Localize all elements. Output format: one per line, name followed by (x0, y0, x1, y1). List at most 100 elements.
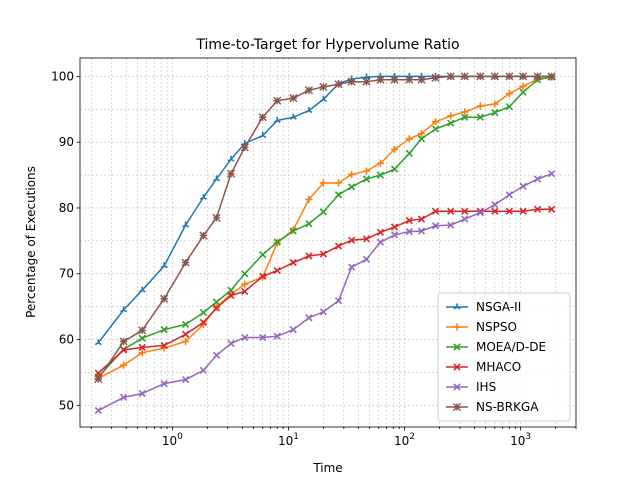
data-point-ns-brkga (490, 72, 499, 81)
data-point-nspso (241, 280, 249, 288)
data-point-nspso (362, 167, 371, 175)
data-point-moea-d-de (447, 119, 455, 127)
data-point-ns-brkga (533, 72, 542, 81)
data-point-mhaco (241, 287, 249, 296)
data-point-moea-d-de (181, 320, 190, 329)
data-point-nspso (431, 118, 440, 126)
data-point-mhaco (305, 252, 313, 260)
legend-label: NSPSO (476, 320, 517, 334)
data-point-ns-brkga (431, 73, 440, 82)
data-point-ns-brkga (505, 72, 514, 81)
data-point-ns-brkga (289, 94, 298, 103)
data-point-nspso (182, 337, 190, 346)
data-point-ihs (447, 221, 455, 229)
data-point-moea-d-de (273, 238, 281, 246)
y-tick-label: 60 (59, 333, 74, 347)
series-group (94, 72, 556, 415)
legend-item-ns-brkga: NS-BRKGA (446, 400, 539, 414)
data-point-ihs (476, 208, 484, 217)
data-point-mhaco (362, 235, 371, 243)
data-point-moea-d-de (160, 326, 168, 334)
data-point-mhaco (533, 205, 542, 213)
data-point-moea-d-de (334, 191, 343, 199)
legend-label: NS-BRKGA (476, 400, 539, 414)
data-point-moea-d-de (405, 149, 413, 157)
data-point-mhaco (138, 343, 146, 352)
legend-marker (453, 323, 461, 331)
data-point-ns-brkga (547, 72, 556, 81)
data-point-nspso (376, 159, 385, 167)
y-tick-label: 90 (59, 135, 74, 149)
data-point-ihs (431, 222, 440, 230)
data-point-nsga-ii (227, 155, 235, 162)
data-point-ns-brkga (334, 80, 343, 89)
data-point-ihs (212, 351, 221, 359)
data-point-mhaco (548, 205, 556, 213)
data-point-ihs (505, 191, 513, 199)
legend-marker (453, 303, 461, 310)
data-point-mhaco (431, 207, 440, 215)
data-point-ns-brkga (417, 75, 426, 84)
data-point-mhaco (334, 242, 343, 250)
data-point-ihs (347, 263, 356, 271)
legend-label: MOEA/D-DE (476, 340, 546, 354)
y-tick-label: 80 (59, 201, 74, 215)
data-point-ns-brkga (199, 231, 208, 240)
data-point-ns-brkga (94, 374, 103, 384)
data-point-mhaco (519, 207, 527, 215)
y-tick-label: 70 (59, 267, 74, 281)
data-point-ihs (181, 376, 190, 384)
data-point-mhaco (376, 228, 385, 236)
data-point-nspso (138, 349, 146, 357)
data-point-mhaco (181, 330, 190, 338)
data-point-ihs (334, 297, 343, 305)
data-point-moea-d-de (289, 227, 297, 235)
data-point-ihs (227, 339, 235, 348)
data-point-ihs (533, 175, 542, 183)
data-point-nspso (120, 361, 128, 369)
data-point-mhaco (212, 304, 221, 312)
x-axis: 100 101 102 103 (90, 427, 577, 448)
plot-frame (79, 57, 577, 428)
data-point-nsga-ii (305, 107, 313, 114)
data-point-mhaco (119, 346, 128, 354)
data-point-moea-d-de (347, 183, 356, 191)
legend: NSGA-II NSPSO MOEA/D-DE MHACO IHS NS-BRKGA (437, 292, 571, 422)
data-point-mhaco (505, 207, 513, 215)
data-point-ihs (461, 215, 469, 223)
data-point-nsga-ii (319, 95, 327, 102)
data-point-ihs (319, 308, 328, 316)
data-point-ns-brkga (240, 143, 249, 152)
data-point-ihs (491, 201, 499, 209)
data-point-nsga-ii (199, 193, 207, 200)
series-ihs (94, 170, 556, 415)
data-point-mhaco (417, 215, 426, 223)
legend-marker (453, 343, 461, 351)
data-point-mhaco (461, 207, 469, 215)
data-point-ihs (405, 228, 413, 236)
data-point-ihs (548, 170, 556, 178)
data-point-ns-brkga (212, 213, 221, 222)
data-point-nsga-ii (289, 113, 297, 120)
data-point-ihs (390, 231, 399, 239)
data-point-nsga-ii (212, 175, 221, 182)
data-point-moea-d-de (461, 113, 469, 121)
data-point-ns-brkga (181, 258, 190, 267)
data-point-moea-d-de (505, 103, 513, 111)
data-point-moea-d-de (305, 220, 313, 228)
data-point-nspso (334, 179, 343, 187)
data-point-ns-brkga (226, 169, 236, 178)
y-tick-label: 100 (51, 69, 74, 83)
x-tick-label: 101 (278, 432, 299, 448)
data-point-moea-d-de (319, 208, 328, 216)
data-point-ns-brkga (273, 96, 282, 105)
legend-item-nspso: NSPSO (446, 320, 517, 334)
data-point-nsga-ii (138, 286, 146, 293)
data-point-moea-d-de (227, 286, 235, 294)
data-point-moea-d-de (241, 270, 249, 278)
data-point-mhaco (491, 207, 499, 215)
y-axis-label: Percentage of Executions (24, 166, 38, 318)
data-point-nspso (405, 135, 413, 143)
data-point-ihs (241, 333, 249, 342)
